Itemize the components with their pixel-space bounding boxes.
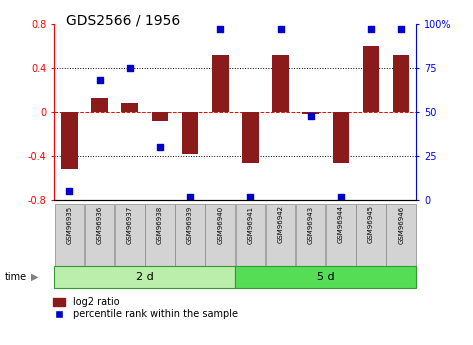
Bar [363,46,379,112]
Bar [152,112,168,121]
Point [96,78,104,83]
Bar [175,204,205,266]
Point [307,113,315,118]
Text: GSM96946: GSM96946 [398,205,404,244]
Text: 5 d: 5 d [317,272,334,282]
Bar [85,204,114,266]
Text: GSM96937: GSM96937 [127,205,133,244]
Bar [272,55,289,112]
Point [397,27,405,32]
Bar [145,204,175,266]
Bar [91,98,108,112]
Point [367,27,375,32]
Bar [242,112,259,163]
Bar [122,104,138,112]
Bar [61,112,78,169]
Text: GDS2566 / 1956: GDS2566 / 1956 [66,14,181,28]
Bar [182,112,198,154]
Legend: log2 ratio, percentile rank within the sample: log2 ratio, percentile rank within the s… [52,296,238,320]
Bar [266,204,295,266]
Point [186,194,194,199]
Bar [55,204,84,266]
Text: ▶: ▶ [31,272,38,282]
Point [217,27,224,32]
Text: GSM96944: GSM96944 [338,205,344,244]
Text: GSM96935: GSM96935 [67,205,72,244]
Bar [235,266,416,288]
Text: GSM96936: GSM96936 [96,205,103,244]
Text: GSM96940: GSM96940 [217,205,223,244]
Text: GSM96939: GSM96939 [187,205,193,244]
Bar [386,204,416,266]
Bar [393,55,410,112]
Text: GSM96938: GSM96938 [157,205,163,244]
Bar [356,204,386,266]
Point [246,194,254,199]
Bar [205,204,235,266]
Text: 2 d: 2 d [136,272,154,282]
Bar [115,204,145,266]
Text: GSM96941: GSM96941 [247,205,254,244]
Text: GSM96943: GSM96943 [308,205,314,244]
Text: GSM96942: GSM96942 [278,205,283,244]
Text: time: time [5,272,27,282]
Point [337,194,345,199]
Bar [54,266,235,288]
Bar [326,204,356,266]
Text: GSM96945: GSM96945 [368,205,374,244]
Point [66,188,73,194]
Bar [302,112,319,114]
Bar [236,204,265,266]
Bar [296,204,325,266]
Bar [212,55,228,112]
Point [126,66,133,71]
Point [156,145,164,150]
Bar [333,112,349,163]
Point [277,27,284,32]
